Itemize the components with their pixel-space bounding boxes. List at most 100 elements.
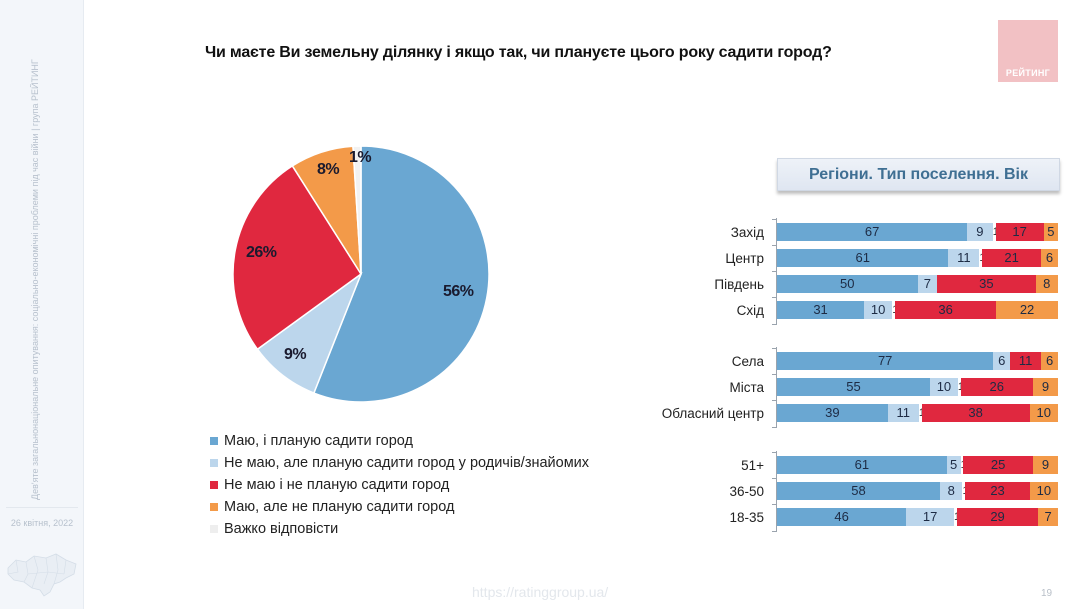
bar-segment: 7 [917, 275, 938, 293]
bar-segment: 22 [996, 301, 1058, 319]
legend-swatch [210, 525, 218, 533]
bar-segment: 6 [993, 352, 1011, 370]
bar-row: Обласний центр 391113810 [640, 404, 1080, 424]
bar-row-label: Міста [729, 380, 764, 395]
bar-segment: 46 [777, 508, 907, 526]
bar-segment: 6 [1041, 352, 1058, 370]
footer-url[interactable]: https://ratinggroup.ua/ [472, 584, 609, 600]
bar-segment: 38 [921, 404, 1030, 422]
bar-segment: 61 [777, 456, 947, 474]
bar-segment: 67 [777, 223, 968, 241]
bar-row-label: Південь [714, 277, 764, 292]
bar-segment: 35 [937, 275, 1036, 293]
legend-label: Не маю, але планую садити город у родичі… [224, 455, 590, 471]
bar-axis-tick [772, 478, 777, 479]
pie-label-have-noplan: 8% [317, 161, 340, 178]
bar-axis-tick [772, 219, 777, 220]
stacked-bar-chart: Захід6791175Центр61111216Південь507358Сх… [640, 218, 1080, 538]
bar-axis-tick [772, 297, 777, 298]
bar-segment: 5 [946, 456, 961, 474]
bar-segment: 29 [956, 508, 1039, 526]
bar-row-label: 18-35 [729, 510, 764, 525]
legend-swatch [210, 503, 218, 511]
bar-axis-tick [772, 452, 777, 453]
bar-row-label: Села [731, 354, 764, 369]
legend-label: Маю, і планую садити город [224, 433, 413, 449]
bar-row: 51+6151259 [640, 456, 1080, 476]
bar-segment: 58 [777, 482, 940, 500]
bar-segment: 9 [967, 223, 993, 241]
bar-segment: 5 [1043, 223, 1058, 241]
bar-segment: 50 [777, 275, 918, 293]
pie-label-nothave-plan-relatives: 9% [284, 346, 307, 363]
legend-item-hard-to-say: Важко відповісти [210, 518, 589, 540]
bar-row-label: Схід [736, 303, 764, 318]
breakdown-panel-title: Регіони. Тип поселення. Вік [777, 158, 1060, 191]
bar-track: 55101269 [777, 378, 1058, 396]
bar-axis-tick [772, 271, 777, 272]
bar-row: 36-50 58812310 [640, 482, 1080, 502]
bar-axis-tick [772, 374, 777, 375]
legend-label: Не маю і не планую садити город [224, 477, 450, 493]
bar-axis-tick [772, 245, 777, 246]
pie-legend: Маю, і планую садити город Не маю, але п… [210, 430, 589, 540]
bar-axis-tick [772, 504, 777, 505]
sidebar-survey-title: Дев'яте загальнонаціональне опитування: … [30, 59, 40, 500]
page-title: Чи маєте Ви земельну ділянку і якщо так,… [205, 44, 832, 61]
legend-swatch [210, 459, 218, 467]
sidebar-divider [6, 507, 78, 508]
rating-logo: РЕЙТИНГ [998, 20, 1058, 82]
bar-segment: 10 [1029, 482, 1058, 500]
bar-segment: 36 [895, 301, 997, 319]
bar-track: 311013622 [777, 301, 1058, 319]
bar-row-label: 36-50 [729, 484, 764, 499]
bar-row-label: Центр [725, 251, 764, 266]
bar-row: Захід 6791175 [640, 223, 1080, 243]
bar-row: Південь 50 7 35 8 [640, 275, 1080, 295]
bar-segment: 7 [1038, 508, 1058, 526]
bar-segment: 17 [995, 223, 1044, 241]
bar-track: 46171297 [777, 508, 1058, 526]
bar-segment: 23 [965, 482, 1030, 500]
bar-segment: 10 [930, 378, 958, 396]
bar-axis-tick [772, 348, 777, 349]
bar-segment: 10 [864, 301, 893, 319]
bar-segment: 11 [887, 404, 919, 422]
pie-svg [232, 145, 490, 403]
ukraine-map-icon [7, 553, 77, 597]
bar-row: 18-35 46171297 [640, 508, 1080, 528]
pie-label-have-plan: 56% [443, 283, 474, 300]
bar-segment: 8 [1035, 275, 1058, 293]
bar-axis-tick [772, 400, 777, 401]
bar-segment: 6 [1041, 249, 1058, 267]
bar-row: Міста 55101269 [640, 378, 1080, 398]
bar-segment: 55 [777, 378, 931, 396]
bar-segment: 61 [777, 249, 949, 267]
bar-track: 6151259 [777, 456, 1058, 474]
bar-axis-tick [772, 427, 777, 428]
pie-label-hard-to-say: 1% [349, 149, 372, 166]
sidebar: Дев'яте загальнонаціональне опитування: … [0, 0, 84, 609]
bar-track: 77 6 11 6 [777, 352, 1058, 370]
bar-segment: 39 [777, 404, 888, 422]
legend-item-have-noplan: Маю, але не планую садити город [210, 496, 589, 518]
bar-segment: 21 [982, 249, 1042, 267]
logo-text: РЕЙТИНГ [1005, 68, 1051, 78]
bar-row: Центр61111216 [640, 249, 1080, 269]
bar-axis-tick [772, 531, 777, 532]
bar-track: 6791175 [777, 223, 1058, 241]
bar-segment: 9 [1032, 456, 1058, 474]
bar-track: 391113810 [777, 404, 1058, 422]
bar-segment: 10 [1029, 404, 1058, 422]
survey-date: 26 квітня, 2022 [10, 518, 74, 528]
pie-slice-have-plan [312, 145, 490, 403]
bar-segment: 9 [1032, 378, 1058, 396]
bar-segment: 31 [777, 301, 865, 319]
pie-slice-hard-to-say [352, 145, 362, 275]
bar-axis-tick [772, 324, 777, 325]
legend-swatch [210, 437, 218, 445]
legend-item-have-plan: Маю, і планую садити город [210, 430, 589, 452]
bar-segment: 11 [948, 249, 980, 267]
bar-row-label: Захід [730, 225, 764, 240]
bar-axis-line [776, 347, 777, 427]
